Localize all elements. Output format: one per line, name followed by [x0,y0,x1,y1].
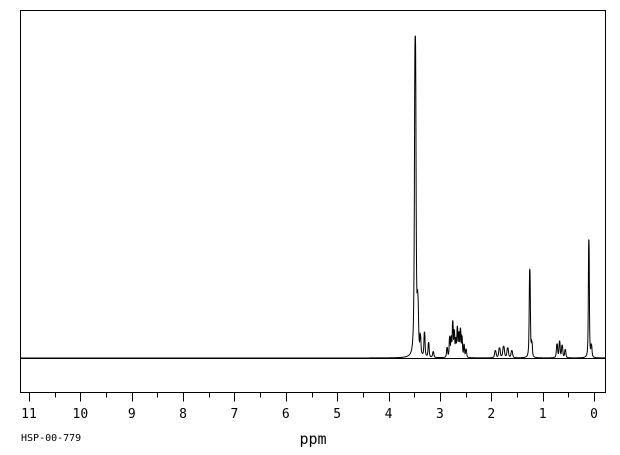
axis-tick-label: 10 [73,407,89,422]
axis-tick-label: 4 [385,407,393,422]
axis-tick-labels: 11 10 9 8 7 6 5 4 3 2 1 0 [21,407,598,422]
axis-tick-label: 2 [487,407,495,422]
x-axis-title: ppm [299,430,326,448]
axis-tick-label: 0 [590,407,598,422]
axis-tick-label: 1 [539,407,547,422]
axis-tick-label: 9 [128,407,136,422]
axis-tick-label: 7 [231,407,239,422]
axis-ticks [29,392,595,402]
sample-id-label: HSP-00-779 [21,433,81,444]
axis-tick-label: 3 [436,407,444,422]
axis-tick-label: 8 [179,407,187,422]
axis-tick-label: 5 [333,407,341,422]
axis-tick-label: 11 [21,407,37,422]
axis-tick-label: 6 [282,407,290,422]
nmr-trace [21,35,606,359]
